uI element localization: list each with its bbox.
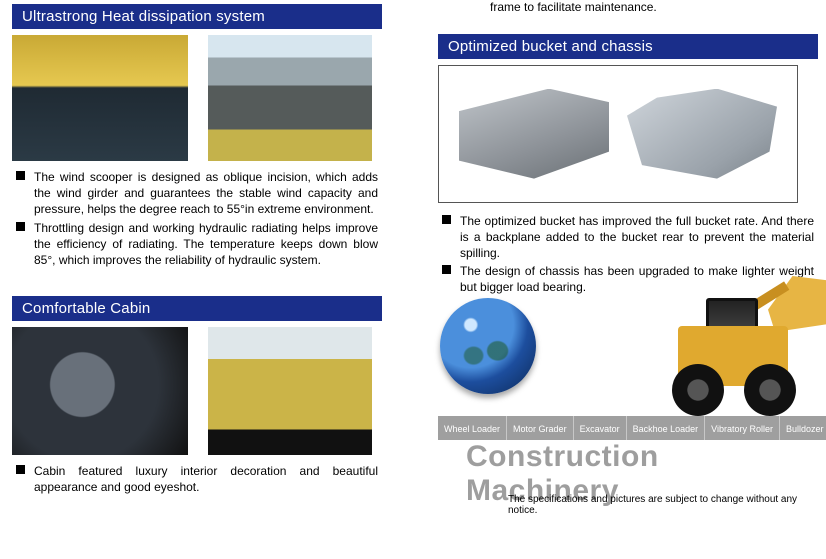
heat-bullet-1: The wind scooper is designed as oblique … <box>16 169 378 218</box>
left-column: Ultrastrong Heat dissipation system The … <box>12 0 382 498</box>
bucket-shape-icon <box>459 89 609 179</box>
wheel-loader-illustration <box>628 276 824 416</box>
cat-excavator: Excavator <box>574 416 627 440</box>
cabin-photo-1 <box>12 327 188 455</box>
cabin-photo-2 <box>208 327 372 455</box>
loader-wheel-front-icon <box>672 364 724 416</box>
heat-photo-2 <box>208 35 372 161</box>
heat-photo-row <box>12 35 382 161</box>
cat-vibratory-roller: Vibratory Roller <box>705 416 780 440</box>
category-strip: Wheel Loader Motor Grader Excavator Back… <box>438 416 826 440</box>
cabin-bullets: Cabin featured luxury interior decoratio… <box>12 463 382 495</box>
cat-backhoe-loader: Backhoe Loader <box>627 416 706 440</box>
cat-motor-grader: Motor Grader <box>507 416 574 440</box>
heat-header: Ultrastrong Heat dissipation system <box>12 4 382 29</box>
heat-photo-1 <box>12 35 188 161</box>
cabin-bullet-1: Cabin featured luxury interior decoratio… <box>16 463 378 495</box>
chassis-shape-icon <box>627 89 777 179</box>
bucket-diagram <box>438 65 798 203</box>
cabin-section: Comfortable Cabin Cabin featured luxury … <box>12 296 382 495</box>
bucket-bullet-1: The optimized bucket has improved the fu… <box>442 213 814 262</box>
cat-wheel-loader: Wheel Loader <box>438 416 507 440</box>
bucket-section: Optimized bucket and chassis The optimiz… <box>438 34 818 296</box>
fragment-text: frame to facilitate maintenance. <box>490 0 818 16</box>
heat-section: Ultrastrong Heat dissipation system The … <box>12 4 382 268</box>
bucket-header: Optimized bucket and chassis <box>438 34 818 59</box>
heat-bullets: The wind scooper is designed as oblique … <box>12 169 382 268</box>
cabin-photo-row <box>12 327 382 455</box>
globe-icon <box>440 298 536 394</box>
heat-bullet-2: Throttling design and working hydraulic … <box>16 220 378 269</box>
cabin-header: Comfortable Cabin <box>12 296 382 321</box>
cat-bulldozer: Bulldozer <box>780 416 826 440</box>
right-column: frame to facilitate maintenance. Optimiz… <box>438 0 818 298</box>
loader-wheel-rear-icon <box>744 364 796 416</box>
disclaimer-text: The specifications and pictures are subj… <box>508 494 818 516</box>
